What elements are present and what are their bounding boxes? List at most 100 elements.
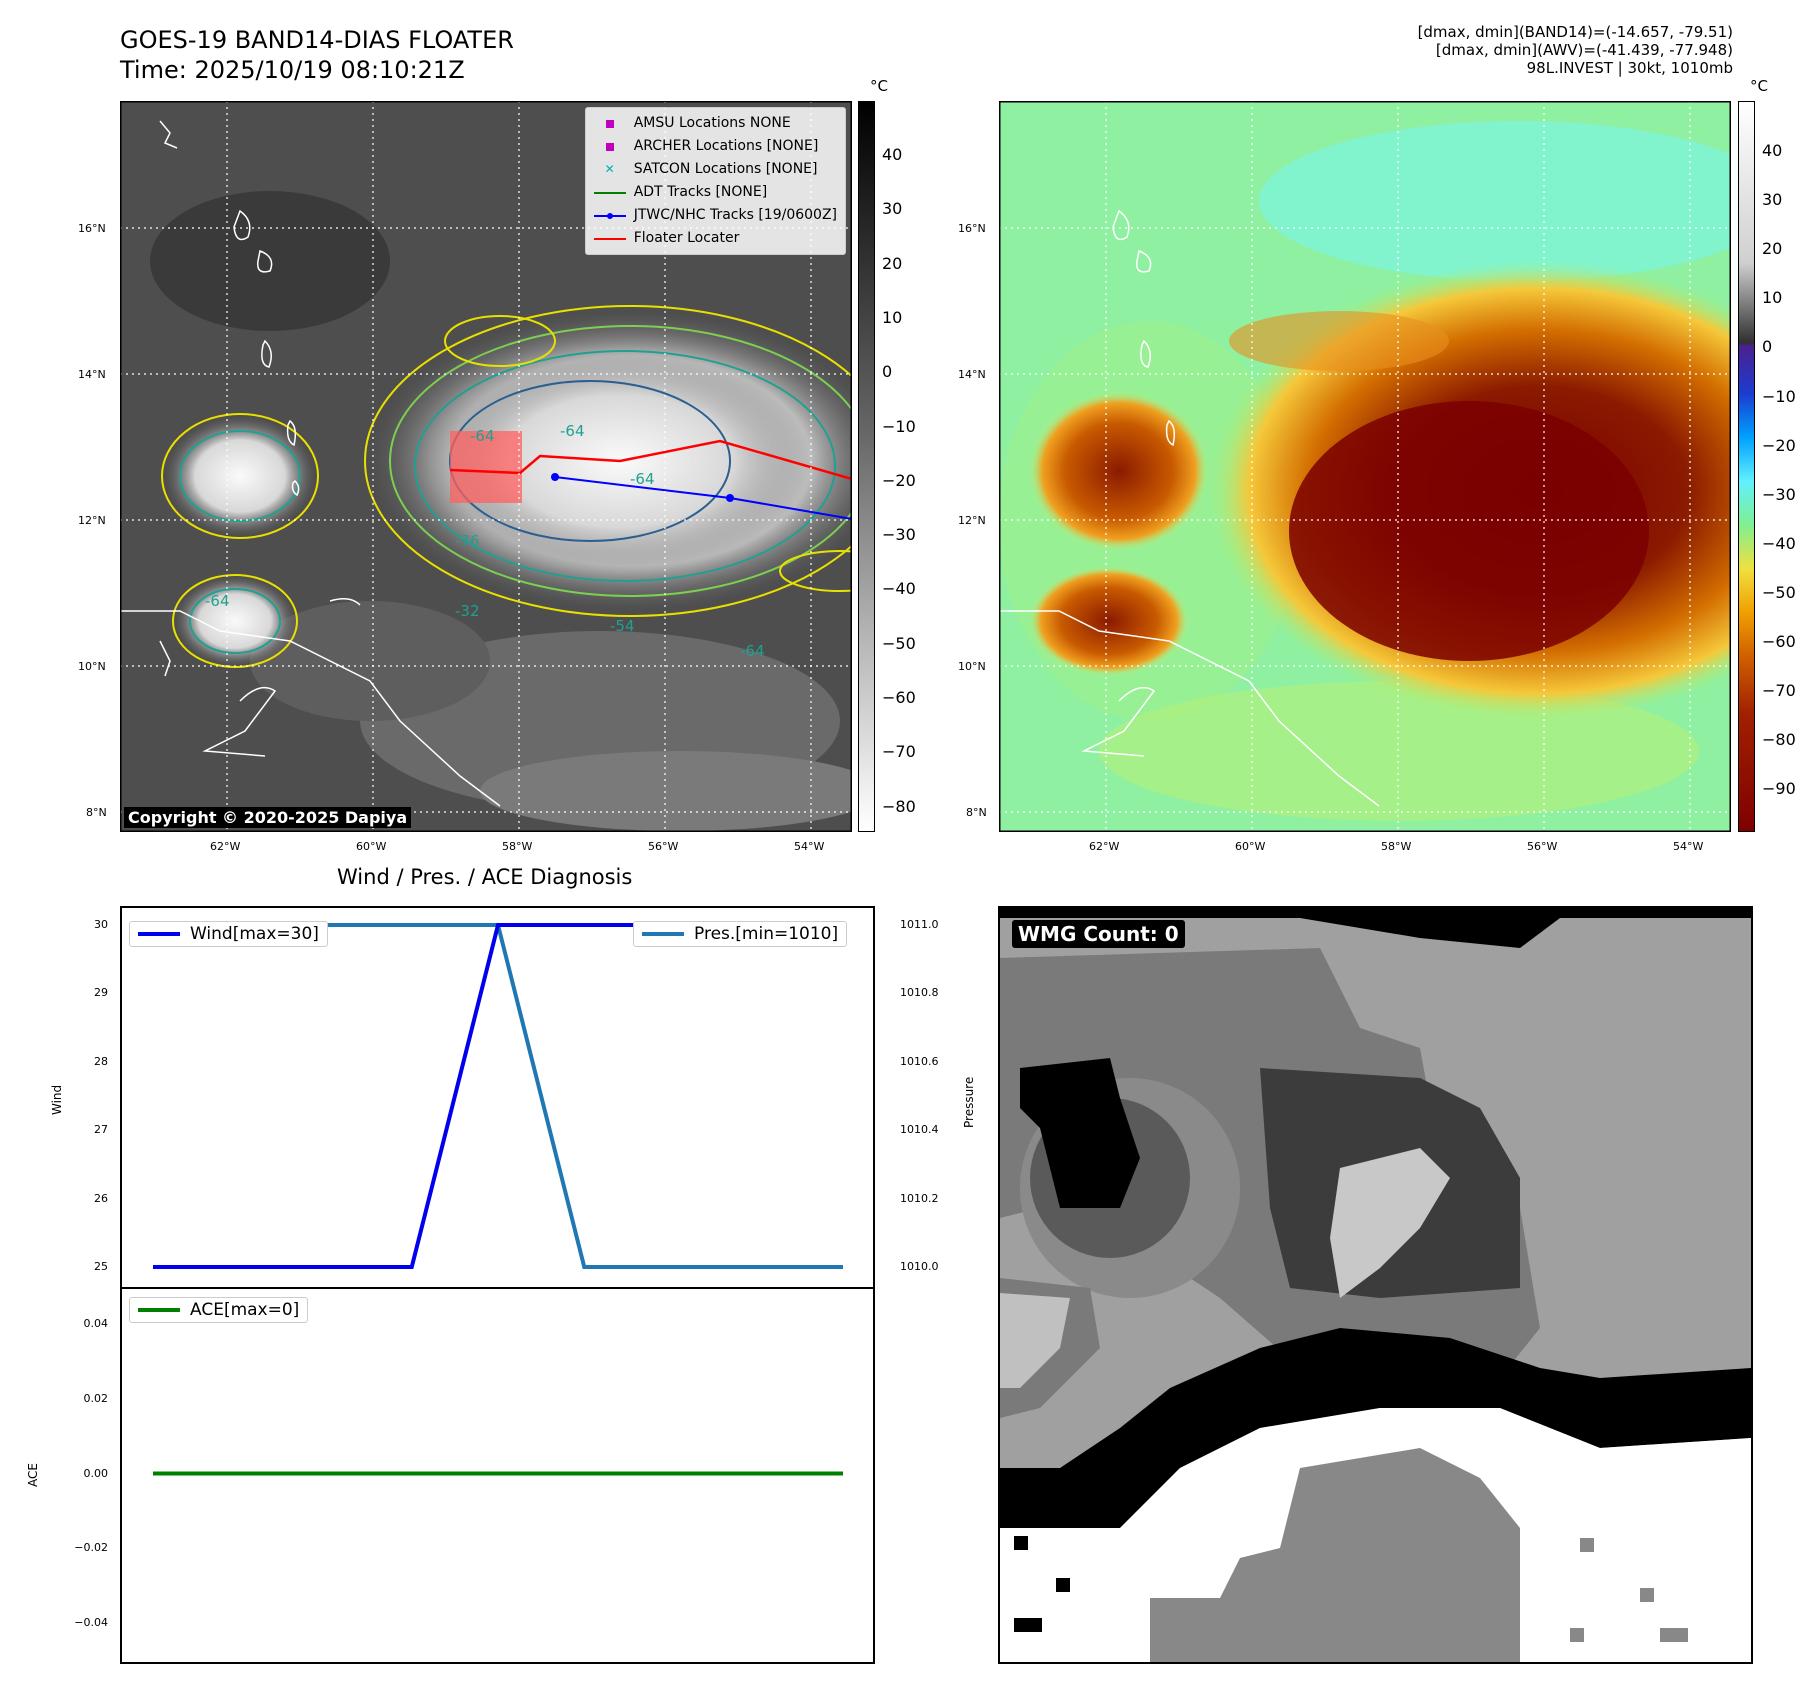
colorbar-left-tick-label: 20 <box>882 253 903 273</box>
colorbar-right-tick-label: 20 <box>1762 239 1783 259</box>
pressure-tick-label: 1010.2 <box>900 1191 939 1205</box>
map-grid <box>999 101 1731 832</box>
colorbar-awv <box>1738 101 1755 832</box>
colorbar-right-tick-label: −30 <box>1762 484 1796 504</box>
colorbar-right-tick-label: 10 <box>1762 288 1783 308</box>
colorbar-left-tick-label: −30 <box>882 525 916 545</box>
meta-line-awv: [dmax, dmin](AWV)=(-41.439, -77.948) <box>1435 41 1733 59</box>
colorbar-left-tick-label: −60 <box>882 688 916 707</box>
lon-label: 58°W <box>1381 840 1412 853</box>
lon-label: 54°W <box>1673 840 1704 853</box>
figure-title: GOES-19 BAND14-DIAS FLOATER <box>120 26 514 54</box>
ace-tick-label: −0.02 <box>74 1541 108 1555</box>
contour-label: -64 <box>470 427 495 445</box>
ace-legend-swatch <box>138 1308 180 1312</box>
lat-label: 12°N <box>78 514 106 527</box>
lon-label: 60°W <box>356 840 387 853</box>
colorbar-left-tick-label: −70 <box>882 742 916 762</box>
contour-label: -32 <box>455 602 480 620</box>
colorbar-left-tick-label: 10 <box>882 307 903 327</box>
pressure-tick-label: 1010.0 <box>900 1260 939 1273</box>
colorbar-left-tick-label: 0 <box>882 362 893 382</box>
legend-item-jtwc: JTWC/NHC Tracks [19/0600Z] <box>593 204 837 227</box>
contour-label: -64 <box>560 422 585 440</box>
colorbar-right-tick-label: −50 <box>1762 582 1796 602</box>
floater-track <box>449 439 853 481</box>
wind-legend-swatch <box>138 932 180 936</box>
legend-item-adt: ADT Tracks [NONE] <box>593 181 837 204</box>
lat-label: 10°N <box>958 660 986 673</box>
wind-legend: Wind[max=30] <box>129 921 328 947</box>
pressure-tick-label: 1010.4 <box>900 1123 939 1137</box>
colorbar-left-tick-label: 30 <box>882 199 903 219</box>
wind-tick-label: 30 <box>94 918 108 931</box>
legend-item-floater: Floater Locater <box>593 227 837 250</box>
floater-box <box>450 431 522 503</box>
colorbar-right-tick-label: −70 <box>1762 681 1796 701</box>
wind-tick-label: 26 <box>94 1191 108 1205</box>
colorbar-left-tick-label: −50 <box>882 633 916 653</box>
wmg-panel: WMG Count: 0 <box>998 906 1753 1664</box>
lat-label: 8°N <box>966 806 987 819</box>
meta-line-storm: 98L.INVEST | 30kt, 1010mb <box>1526 59 1733 77</box>
colorbar-right-tick-label: 0 <box>1762 337 1773 357</box>
colorbar-right-tick-label: −80 <box>1762 730 1796 750</box>
colorbar-right-tick-label: 40 <box>1762 141 1783 160</box>
lat-label: 14°N <box>78 368 106 381</box>
lon-label: 62°W <box>210 840 241 853</box>
colorbar-right-tick-label: 30 <box>1762 190 1783 210</box>
lat-label: 16°N <box>78 222 106 235</box>
ace-legend: ACE[max=0] <box>129 1297 309 1323</box>
legend-item-satcon: ✕ SATCON Locations [NONE] <box>604 161 818 177</box>
wind-series-line <box>153 923 843 1269</box>
colorbar-right-tick-label: −60 <box>1762 632 1796 651</box>
pressure-tick-label: 1010.8 <box>900 986 939 1000</box>
diagnosis-frame <box>120 906 875 1664</box>
ace-tick-label: 0.02 <box>83 1391 109 1405</box>
awv-map-panel <box>998 100 1813 833</box>
lat-label: 14°N <box>958 368 986 381</box>
wmg-grid <box>1000 908 1751 1662</box>
colorbar-left-tick-label: −20 <box>882 470 916 490</box>
colorbar-left-tick-label: −80 <box>882 796 916 816</box>
ace-tick-label: 0.04 <box>83 1317 109 1331</box>
wind-tick-label: 29 <box>94 986 108 1000</box>
colorbar-right-tick-label: −90 <box>1762 779 1796 799</box>
contour-label: -64 <box>740 642 765 660</box>
contour-label: -76 <box>455 532 480 550</box>
coastlines <box>120 120 501 807</box>
meta-line-band14: [dmax, dmin](BAND14)=(-14.657, -79.51) <box>1417 23 1733 41</box>
pressure-tick-label: 1011.0 <box>900 918 939 931</box>
lat-label: 12°N <box>958 514 986 527</box>
pressure-tick-label: 1010.6 <box>900 1054 939 1068</box>
lon-label: 62°W <box>1089 840 1120 853</box>
lon-label: 56°W <box>648 840 679 853</box>
ace-tick-label: −0.04 <box>74 1615 108 1629</box>
awv-map <box>998 100 1813 833</box>
contour-label: -54 <box>610 617 635 635</box>
colorbar-left-tick-label: −40 <box>882 579 916 599</box>
band14-map-panel: -64 -64 -64 -64 -76 -54 -32 -64 AMSU Loc… <box>119 100 901 833</box>
meta-info: [dmax, dmin](BAND14)=(-14.657, -79.51) [… <box>1418 23 1733 77</box>
diagnosis-plot <box>153 923 843 1476</box>
colorbar-right-tick-label: −20 <box>1762 435 1796 455</box>
lat-label: 8°N <box>86 806 107 819</box>
wind-axis-label: Wind <box>50 1084 64 1115</box>
map-legend: AMSU Locations NONE ARCHER Locations [NO… <box>584 107 846 255</box>
contour-label: -64 <box>630 470 655 488</box>
lat-label: 16°N <box>958 222 986 235</box>
colorbar-left-tick-label: 40 <box>882 145 903 164</box>
colorbar-unit: °C <box>1750 77 1768 95</box>
ace-legend-label: ACE[max=0] <box>190 1300 300 1320</box>
wmg-count-label: WMG Count: 0 <box>1012 920 1185 948</box>
diagnosis-title: Wind / Pres. / ACE Diagnosis <box>337 865 633 889</box>
coastlines <box>999 209 1380 807</box>
figure-time: Time: 2025/10/19 08:10:21Z <box>120 56 465 84</box>
lon-label: 58°W <box>502 840 533 853</box>
ace-axis-label: ACE <box>26 1463 40 1487</box>
lat-label: 10°N <box>78 660 106 673</box>
pressure-legend: Pres.[min=1010] <box>633 921 848 947</box>
legend-item-amsu: AMSU Locations NONE <box>594 112 837 135</box>
wind-tick-label: 25 <box>94 1260 108 1273</box>
colorbar-unit: °C <box>870 77 888 95</box>
